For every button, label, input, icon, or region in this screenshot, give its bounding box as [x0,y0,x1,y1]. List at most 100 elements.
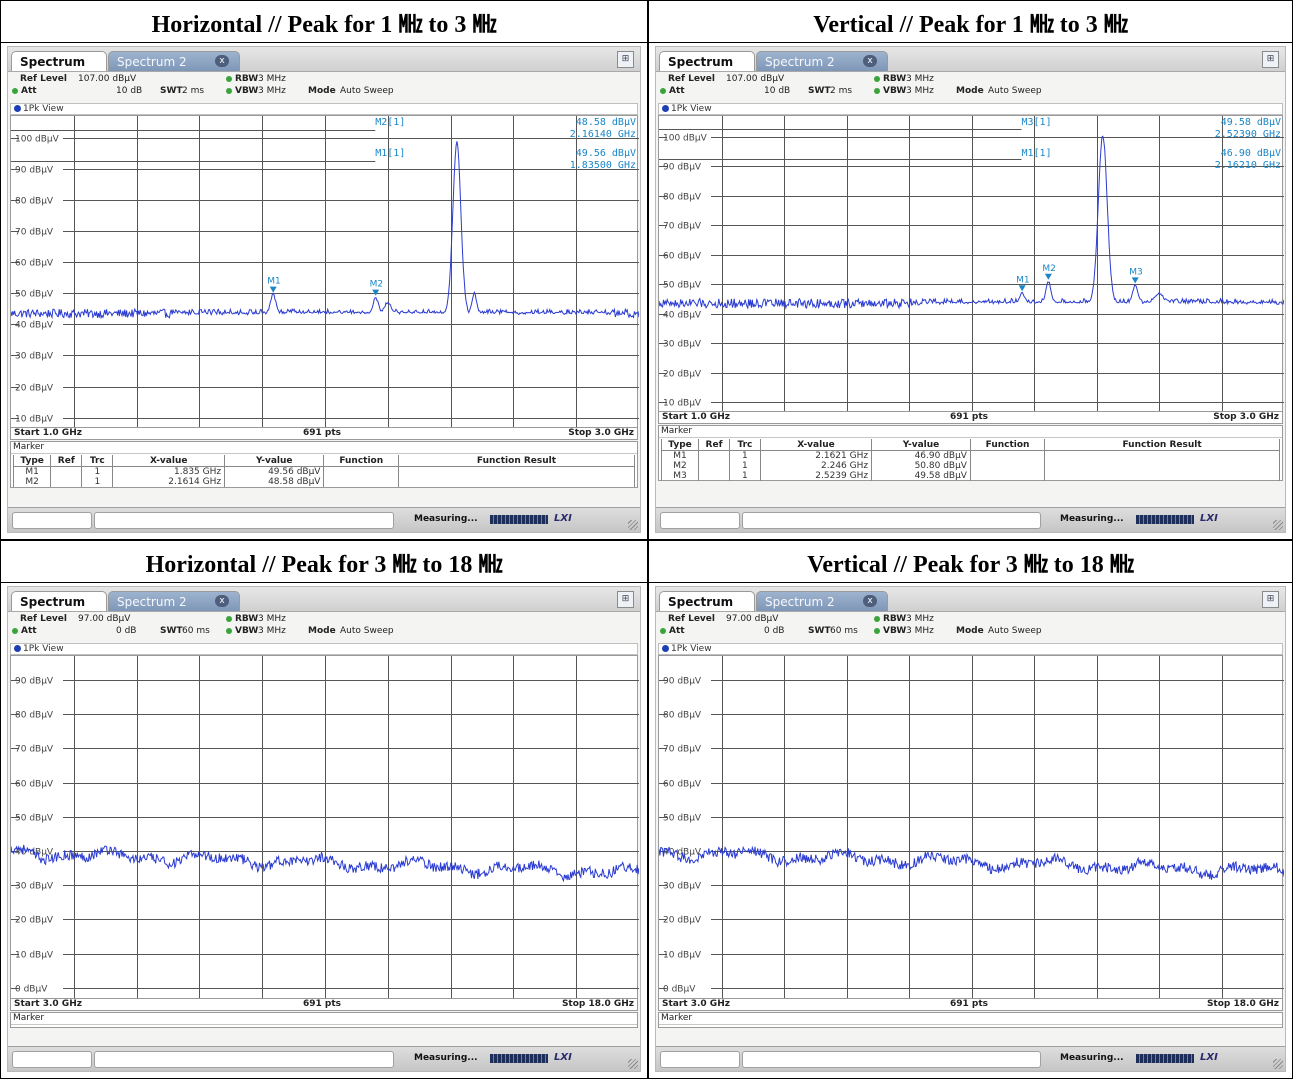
status-field-left[interactable] [660,512,740,529]
table-row[interactable]: M1 1 1.835 GHz 49.56 dBμV [12,466,636,477]
status-field-main[interactable] [94,1051,394,1068]
grid-menu-icon[interactable]: ⊞ [617,591,634,608]
y-tick-label: 20 dBμV [663,370,702,380]
tab-bar: Spectrum Spectrum 2 x ⊞ [656,47,1285,72]
tab-spectrum[interactable]: Spectrum [11,51,107,71]
marker-m2-icon[interactable] [1044,273,1052,280]
swt-label: SWT [160,86,183,96]
status-field-left[interactable] [12,512,92,529]
resize-grip-icon[interactable] [1273,1059,1283,1069]
marker-cell [397,466,636,477]
tab-spectrum-2[interactable]: Spectrum 2 x [108,591,240,611]
rbw-value: 3 MHz [258,614,286,624]
table-row[interactable]: M3 1 2.5239 GHz 49.58 dBμV [660,471,1280,481]
trace-view-bar: 1Pk View [658,103,1283,115]
y-tick-label: 90 dBμV [15,677,54,687]
y-tick-label: 10 dBμV [663,399,702,409]
ref-level-label: Ref Level [20,614,67,624]
tab-spectrum[interactable]: Spectrum [659,591,755,611]
tab-spectrum[interactable]: Spectrum [11,591,107,611]
close-tab-icon[interactable]: x [215,55,229,67]
resize-grip-icon[interactable] [628,520,638,530]
trace-indicator-icon [662,645,669,652]
marker-title: Marker [11,442,637,454]
marker-table-header: Type Ref Trc X-value Y-value Function Function… [660,439,1280,451]
y-tick-label: 90 dBμV [663,677,702,687]
marker-label: M2 [1042,264,1056,274]
marker-column-header: Function Result [397,455,636,467]
status-field-main[interactable] [742,1051,1041,1068]
marker-cell: M2 [12,477,52,487]
analyzer-screen: Spectrum Spectrum 2 x ⊞ Ref Level 107.00 dBμV… [655,46,1286,533]
close-tab-icon[interactable]: x [215,595,229,607]
y-tick-label: 90 dBμV [15,166,54,176]
lxi-logo: LXI [554,513,572,524]
panel-title: Horizontal // Peak for 1 ㎒ to 3 ㎒ [1,1,647,43]
spectrum-svg: 90 dBμV 80 dBμV 70 dBμV 60 dBμV 50 dBμV 40 dB… [659,656,1284,998]
status-bar: Measuring... LXI [8,1046,640,1071]
att-label: Att [660,86,685,96]
marker-m3-icon[interactable] [1131,277,1139,284]
vbw-label: VBW [226,86,258,96]
marker-m1-icon[interactable] [269,286,277,293]
marker-label: M1 [1016,275,1030,285]
analyzer-screen: Spectrum Spectrum 2 x ⊞ Ref Level 97.00 dBμV A… [7,586,641,1072]
start-frequency: Start 3.0 GHz [662,999,730,1009]
stop-frequency: Stop 3.0 GHz [568,428,634,438]
spectrum-trace [11,141,639,320]
panel-1: Horizontal // Peak for 1 ㎒ to 3 ㎒ Spectru… [0,0,648,540]
ref-level-label: Ref Level [20,74,67,84]
vbw-label-text: VBW [235,86,259,96]
marker-cell [50,466,83,477]
marker-label: M1 [267,277,281,287]
status-field-left[interactable] [660,1051,740,1068]
trace-view-bar: 1Pk View [10,643,638,655]
sweep-points: 691 pts [950,999,989,1009]
y-tick-label: 60 dBμV [15,259,54,269]
y-tick-label: 60 dBμV [663,252,702,262]
marker-cell [323,477,399,487]
marker-cell: 48.58 dBμV [224,477,325,487]
y-tick-label: 70 dBμV [15,745,54,755]
grid-menu-icon[interactable]: ⊞ [617,51,634,68]
tab-label: Spectrum 2 [765,54,835,69]
marker-m1-icon[interactable] [1018,285,1026,292]
grid-menu-icon[interactable]: ⊞ [1262,591,1279,608]
grid-menu-icon[interactable]: ⊞ [1262,51,1279,68]
rbw-label: RBW [874,614,906,624]
swt-label: SWT [160,626,183,636]
marker-cell: 1 [728,450,761,461]
table-row[interactable]: M1 1 2.1621 GHz 46.90 dBμV [660,450,1280,461]
status-field-main[interactable] [742,512,1041,529]
y-tick-label: 60 dBμV [15,780,54,790]
resize-grip-icon[interactable] [628,1059,638,1069]
vbw-indicator-icon [226,627,232,634]
tab-spectrum[interactable]: Spectrum [659,51,755,71]
panel-title: Vertical // Peak for 1 ㎒ to 3 ㎒ [649,1,1292,43]
marker-cell: 2.5239 GHz [759,471,873,481]
status-field-main[interactable] [94,512,394,529]
spectrum-trace [659,845,1284,880]
sweep-points: 691 pts [950,412,989,422]
marker-m2-icon[interactable] [372,289,380,296]
close-tab-icon[interactable]: x [863,595,877,607]
frequency-axis: Start 1.0 GHz 691 pts Stop 3.0 GHz [658,412,1283,424]
resize-grip-icon[interactable] [1273,520,1283,530]
measuring-status: Measuring... [414,514,478,524]
marker-column-header: Ref [698,439,730,451]
close-tab-icon[interactable]: x [863,55,877,67]
tab-spectrum-2[interactable]: Spectrum 2 x [108,51,240,71]
rbw-label: RBW [226,74,258,84]
ref-level-label: Ref Level [668,74,715,84]
rbw-label-text: RBW [235,74,259,84]
rbw-value: 3 MHz [906,74,934,84]
marker-info-label: M2[1] [375,117,405,128]
status-field-left[interactable] [12,1051,92,1068]
table-row[interactable]: M2 1 2.246 GHz 50.80 dBμV [660,461,1280,471]
y-tick-label: 0 dBμV [15,985,48,995]
spectrum-trace [659,135,1284,310]
tab-spectrum-2[interactable]: Spectrum 2 x [756,591,888,611]
table-row[interactable]: M2 1 2.1614 GHz 48.58 dBμV [12,477,636,487]
tab-spectrum-2[interactable]: Spectrum 2 x [756,51,888,71]
